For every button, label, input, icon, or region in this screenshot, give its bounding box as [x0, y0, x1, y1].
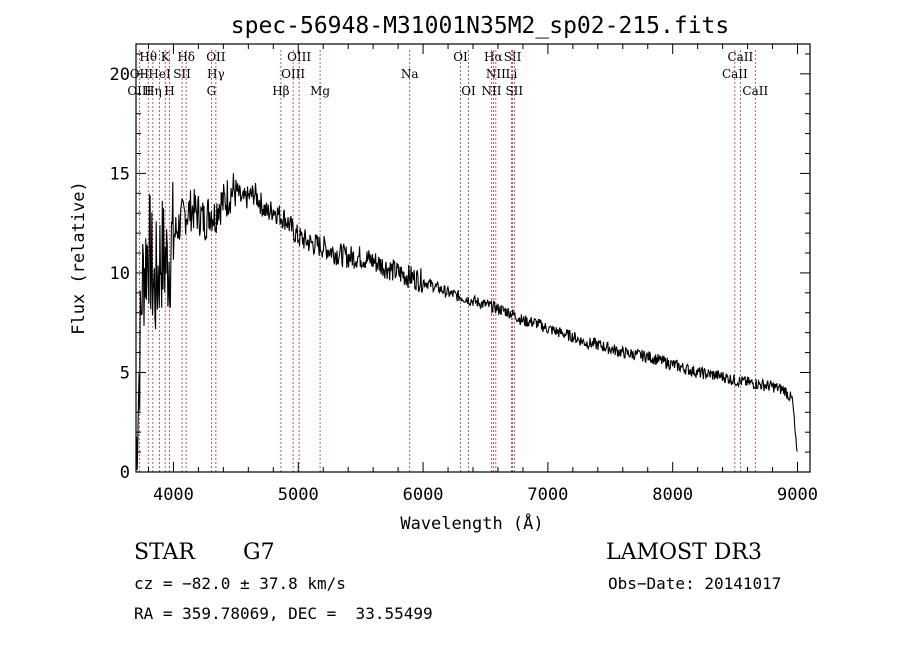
x-tick-label: 5000 — [278, 485, 319, 505]
marker-label: SII — [504, 50, 522, 64]
marker-label: Li — [506, 67, 518, 81]
x-tick-label: 6000 — [403, 485, 444, 505]
marker-label: Na — [401, 67, 419, 81]
x-tick-label: 7000 — [527, 485, 568, 505]
x-axis-label: Wavelength (Å) — [400, 512, 543, 534]
marker-label: NII — [486, 67, 506, 81]
marker-label: OII — [206, 50, 226, 64]
marker-label: Hβ — [272, 84, 289, 98]
marker-label: OI — [453, 50, 468, 64]
object-class: STAR — [134, 540, 195, 565]
x-tick-label: 4000 — [153, 485, 194, 505]
marker-label: OI — [461, 84, 476, 98]
survey-name: LAMOST DR3 — [606, 540, 762, 565]
marker-label: NII — [481, 84, 501, 98]
marker-label: Mg — [310, 84, 330, 98]
x-tick-label: 9000 — [777, 485, 818, 505]
coordinates: RA = 359.78069, DEC = 33.55499 — [134, 604, 433, 623]
y-tick-label: 0 — [120, 463, 130, 483]
y-tick-label: 5 — [120, 363, 130, 383]
marker-label: CaII — [727, 50, 753, 64]
marker-label: OIII — [281, 67, 305, 81]
marker-label: Hη — [144, 84, 162, 98]
marker-label: OIII — [127, 84, 151, 98]
x-tick-label: 8000 — [652, 485, 693, 505]
marker-label: OIII — [287, 50, 311, 64]
chart-title: spec-56948-M31001N35M2_sp02-215.fits — [231, 13, 730, 39]
marker-label: CaII — [722, 67, 748, 81]
marker-label: HeI — [148, 67, 171, 81]
marker-label: Hγ — [207, 67, 225, 81]
y-tick-label: 10 — [110, 264, 130, 284]
marker-label: G — [207, 84, 217, 98]
axis-ticks: 4000 5000 6000 7000 8000 9000 0 5 10 15 20 — [110, 44, 818, 505]
marker-label: Hδ — [177, 50, 195, 64]
marker-label: SII — [505, 84, 523, 98]
marker-label: Hα — [484, 50, 503, 64]
y-axis-label: Flux (relative) — [69, 181, 89, 335]
plot-frame — [135, 43, 811, 473]
y-tick-label: 15 — [110, 164, 130, 184]
marker-label: K — [161, 50, 171, 64]
object-subclass: G7 — [243, 540, 275, 565]
y-tick-label: 20 — [110, 65, 130, 85]
marker-label: CaII — [742, 84, 768, 98]
marker-label: H — [164, 84, 174, 98]
marker-label: Hθ — [139, 50, 157, 64]
observation-date: Obs−Date: 20141017 — [608, 574, 782, 593]
flux-series-line — [135, 173, 798, 471]
marker-label: SII — [173, 67, 191, 81]
redshift-cz: cz = −82.0 ± 37.8 km/s — [134, 574, 346, 593]
